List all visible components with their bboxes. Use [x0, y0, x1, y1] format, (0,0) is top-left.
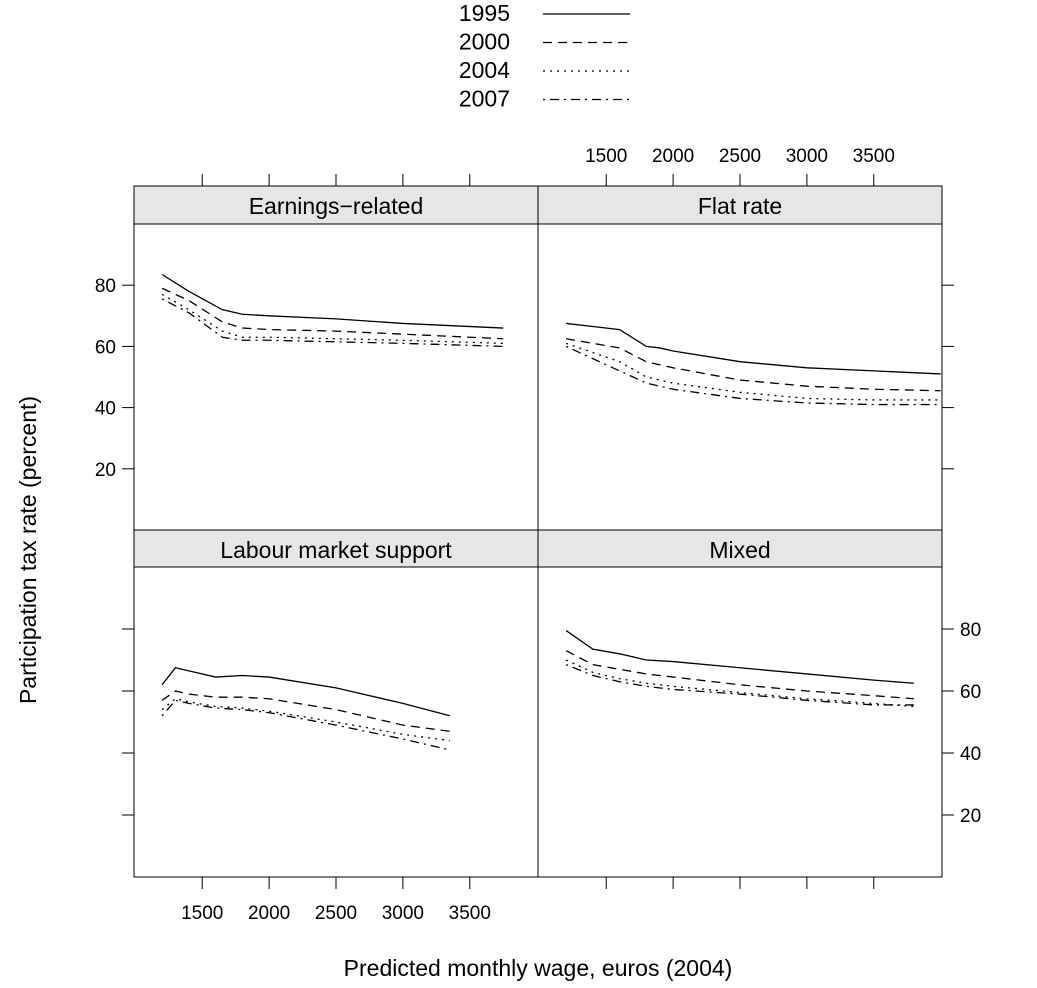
legend-label: 2004	[459, 57, 510, 83]
x-tick-label: 1500	[181, 903, 223, 924]
legend-label: 2007	[459, 86, 510, 112]
x-tick-label: 2000	[248, 903, 290, 924]
series-line	[565, 345, 941, 406]
x-tick-label: 3500	[853, 146, 895, 167]
x-axis-label: Predicted monthly wage, euros (2004)	[344, 955, 733, 981]
series-line	[161, 298, 504, 348]
series-line	[565, 664, 914, 706]
series-line	[565, 342, 941, 401]
x-tick-label: 3000	[786, 146, 828, 167]
series-line	[161, 699, 450, 751]
series-line	[565, 630, 914, 684]
series-line	[161, 287, 504, 340]
legend-label: 2000	[459, 29, 510, 55]
y-axis-label: Participation tax rate (percent)	[15, 396, 41, 704]
series-line	[566, 322, 941, 375]
strip	[133, 529, 539, 568]
series-line	[565, 338, 941, 392]
strip	[537, 529, 943, 568]
series-line	[161, 273, 504, 329]
legend-label: 1995	[459, 0, 510, 26]
panel-frame	[133, 566, 539, 878]
y-tick-label: 20	[95, 460, 116, 481]
panel-title: Labour market support	[220, 537, 452, 563]
x-tick-label: 3500	[449, 903, 491, 924]
series-line	[565, 659, 914, 708]
y-tick-label: 60	[95, 337, 116, 358]
y-tick-label: 40	[95, 399, 116, 420]
y-tick-label: 60	[960, 682, 981, 703]
y-tick-label: 20	[960, 806, 981, 827]
x-tick-label: 2500	[315, 903, 357, 924]
y-tick-label: 80	[960, 620, 981, 641]
x-tick-label: 3000	[382, 903, 424, 924]
strip	[133, 185, 539, 225]
x-tick-label: 2500	[719, 146, 761, 167]
panel-title: Flat rate	[698, 193, 782, 219]
panel-frame	[537, 223, 943, 531]
panel-title: Earnings−related	[249, 193, 424, 219]
series-line	[161, 690, 450, 732]
panel-frame	[133, 223, 539, 531]
y-tick-label: 80	[95, 276, 116, 297]
panel-title: Mixed	[709, 537, 770, 563]
series-line	[161, 698, 450, 742]
x-tick-label: 2000	[652, 146, 694, 167]
series-line	[161, 667, 450, 717]
series-line	[565, 650, 914, 700]
panel-frame	[537, 566, 943, 878]
y-tick-label: 40	[960, 744, 981, 765]
x-tick-label: 1500	[585, 146, 627, 167]
